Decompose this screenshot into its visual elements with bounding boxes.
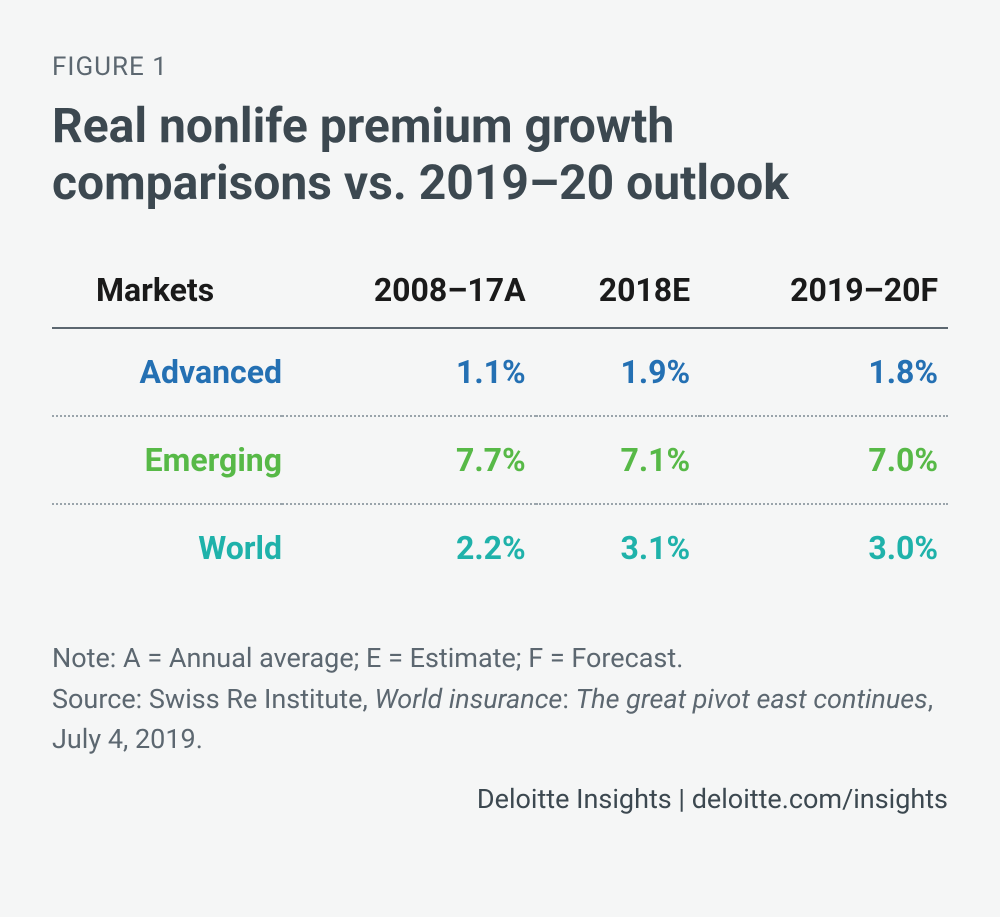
source-italic-2: The great pivot east continues [576, 683, 928, 715]
row-value: 7.1% [536, 416, 701, 504]
table-body: Advanced1.1%1.9%1.8%Emerging7.7%7.1%7.0%… [52, 328, 948, 591]
row-label: World [52, 504, 282, 591]
source-prefix: Source: Swiss Re Institute, [52, 683, 374, 715]
source-italic-1: World insurance [374, 683, 562, 715]
row-value: 1.9% [536, 328, 701, 416]
row-label: Emerging [52, 416, 282, 504]
data-table: Markets 2008–17A 2018E 2019–20F Advanced… [52, 271, 948, 591]
figure-label: FIGURE 1 [52, 52, 948, 82]
row-value: 7.7% [282, 416, 536, 504]
row-value: 3.0% [700, 504, 948, 591]
note-text: Note: A = Annual average; E = Estimate; … [52, 639, 948, 678]
row-value: 1.1% [282, 328, 536, 416]
col-header-markets: Markets [52, 271, 282, 328]
col-header-2008-17a: 2008–17A [282, 271, 536, 328]
row-value: 7.0% [700, 416, 948, 504]
row-value: 2.2% [282, 504, 536, 591]
attribution: Deloitte Insights | deloitte.com/insight… [52, 783, 948, 815]
source-text: Source: Swiss Re Institute, World insura… [52, 680, 948, 758]
row-label: Advanced [52, 328, 282, 416]
col-header-2019-20f: 2019–20F [700, 271, 948, 328]
chart-title: Real nonlife premium growth comparisons … [52, 98, 948, 211]
table-header-row: Markets 2008–17A 2018E 2019–20F [52, 271, 948, 328]
row-value: 1.8% [700, 328, 948, 416]
table-row: World2.2%3.1%3.0% [52, 504, 948, 591]
source-sep: : [562, 683, 575, 715]
table-row: Emerging7.7%7.1%7.0% [52, 416, 948, 504]
row-value: 3.1% [536, 504, 701, 591]
table-row: Advanced1.1%1.9%1.8% [52, 328, 948, 416]
col-header-2018e: 2018E [536, 271, 701, 328]
